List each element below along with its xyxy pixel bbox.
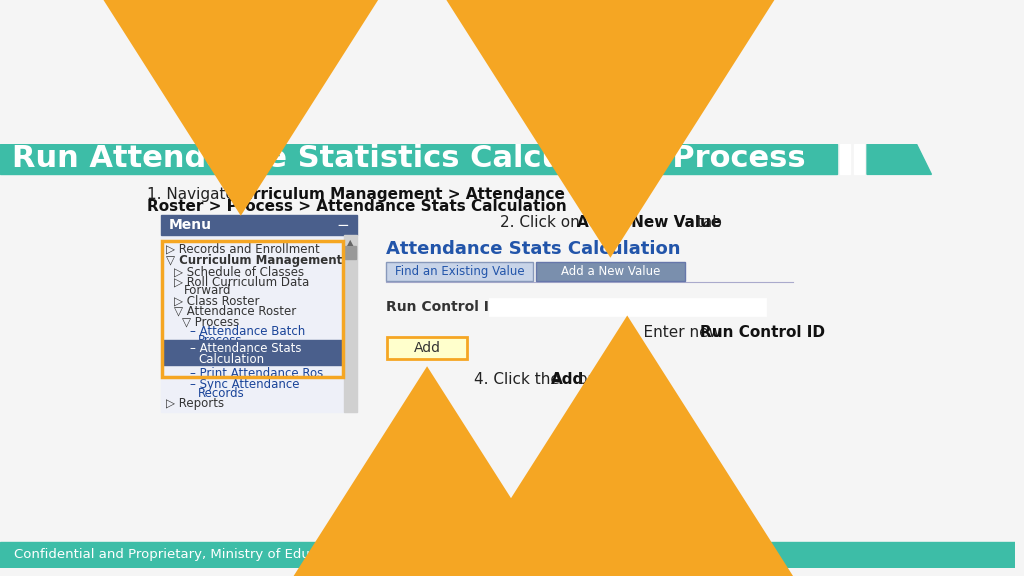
Bar (162, 340, 343, 365)
Text: ▷ Class Roster: ▷ Class Roster (174, 294, 260, 308)
Text: Forward: Forward (184, 284, 231, 297)
Text: Run Control ID: Run Control ID (699, 325, 824, 340)
Text: ▽ Process: ▽ Process (182, 315, 240, 328)
Text: ▽ Curriculum Management: ▽ Curriculum Management (167, 254, 343, 267)
Polygon shape (867, 144, 932, 175)
FancyBboxPatch shape (387, 337, 467, 359)
Text: ▷ Reports: ▷ Reports (167, 397, 224, 410)
Text: 1. Navigate:: 1. Navigate: (146, 187, 245, 202)
Text: ▽ Attendance Roster: ▽ Attendance Roster (174, 305, 297, 318)
Text: button: button (572, 372, 628, 387)
Text: tab: tab (691, 215, 722, 230)
Text: Add a New Value: Add a New Value (577, 215, 721, 230)
Text: ▷ Schedule of Classes: ▷ Schedule of Classes (174, 265, 304, 278)
Text: Records: Records (199, 387, 245, 400)
Text: 4. Click the: 4. Click the (474, 372, 564, 387)
Text: ▲: ▲ (346, 238, 353, 247)
Text: – Attendance Batch: – Attendance Batch (190, 325, 305, 338)
Bar (854, 144, 864, 175)
Text: Run Attendance Statistics Calculation Process: Run Attendance Statistics Calculation Pr… (12, 145, 806, 173)
Bar (0, 541, 1015, 568)
Text: 2. Click on: 2. Click on (501, 215, 585, 230)
Text: Curriculum Management > Attendance: Curriculum Management > Attendance (230, 187, 565, 202)
Text: Roster > Process > Attendance Stats Calculation: Roster > Process > Attendance Stats Calc… (146, 199, 566, 214)
Bar (345, 246, 355, 259)
Bar (161, 215, 356, 412)
FancyBboxPatch shape (537, 262, 685, 281)
Text: Add: Add (414, 341, 440, 355)
Text: Find an Existing Value: Find an Existing Value (395, 265, 524, 278)
Text: Calculation: Calculation (199, 353, 264, 366)
Text: −: − (337, 218, 349, 233)
FancyBboxPatch shape (386, 262, 534, 281)
Bar (162, 241, 343, 377)
Text: – Sync Attendance: – Sync Attendance (190, 378, 300, 391)
Text: – Print Attendance Ros: – Print Attendance Ros (190, 367, 324, 380)
Bar (0, 144, 838, 175)
Text: Confidential and Proprietary, Ministry of Education, Negara Brunei Darussalam: Confidential and Proprietary, Ministry o… (14, 548, 539, 562)
Text: Menu: Menu (169, 218, 211, 232)
Text: Add a New Value: Add a New Value (561, 265, 660, 278)
Text: Add: Add (551, 372, 584, 387)
Bar (344, 236, 356, 412)
Bar (841, 144, 850, 175)
Bar (489, 299, 765, 315)
Text: ▷ Roll Curriculum Data: ▷ Roll Curriculum Data (174, 275, 309, 289)
Text: Attendance Stats Calculation: Attendance Stats Calculation (386, 240, 681, 257)
Text: – Attendance Stats: – Attendance Stats (190, 342, 302, 355)
Bar (161, 236, 356, 412)
Text: 3. Enter new: 3. Enter new (625, 325, 726, 340)
Text: Process: Process (199, 334, 243, 347)
Text: ▷ Records and Enrollment: ▷ Records and Enrollment (167, 242, 321, 255)
Bar (161, 215, 356, 236)
Text: Run Control ID:: Run Control ID: (386, 300, 506, 314)
